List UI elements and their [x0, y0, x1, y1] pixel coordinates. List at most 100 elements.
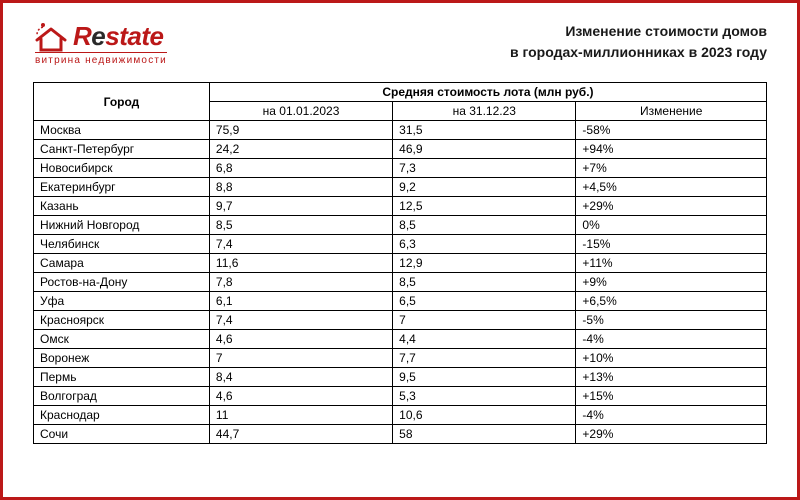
- page-title: Изменение стоимости домов в городах-милл…: [510, 21, 767, 63]
- cell-v1: 7,4: [209, 235, 392, 254]
- table-row: Краснодар1110,6-4%: [34, 406, 767, 425]
- table-row: Волгоград4,65,3+15%: [34, 387, 767, 406]
- cell-city: Омск: [34, 330, 210, 349]
- cell-v2: 31,5: [393, 121, 576, 140]
- cell-change: +29%: [576, 425, 767, 444]
- cell-v2: 46,9: [393, 140, 576, 159]
- cell-change: +10%: [576, 349, 767, 368]
- cell-v1: 6,8: [209, 159, 392, 178]
- cell-v1: 4,6: [209, 387, 392, 406]
- cell-change: -4%: [576, 406, 767, 425]
- cell-change: -5%: [576, 311, 767, 330]
- title-line-1: Изменение стоимости домов: [510, 21, 767, 42]
- cell-city: Красноярск: [34, 311, 210, 330]
- cell-change: +4,5%: [576, 178, 767, 197]
- cell-v2: 7,3: [393, 159, 576, 178]
- cell-v1: 7,4: [209, 311, 392, 330]
- cell-city: Санкт-Петербург: [34, 140, 210, 159]
- cell-city: Нижний Новгород: [34, 216, 210, 235]
- table-header-row-1: Город Средняя стоимость лота (млн руб.): [34, 83, 767, 102]
- header-change: Изменение: [576, 102, 767, 121]
- cell-v2: 12,5: [393, 197, 576, 216]
- logo-main: Restate: [33, 21, 167, 52]
- cell-v2: 7: [393, 311, 576, 330]
- cell-v2: 4,4: [393, 330, 576, 349]
- table-row: Ростов-на-Дону7,88,5+9%: [34, 273, 767, 292]
- cell-v2: 8,5: [393, 273, 576, 292]
- cell-v2: 8,5: [393, 216, 576, 235]
- cell-v2: 6,3: [393, 235, 576, 254]
- cell-v2: 6,5: [393, 292, 576, 311]
- header: Restate витрина недвижимости Изменение с…: [33, 21, 767, 66]
- table-row: Воронеж77,7+10%: [34, 349, 767, 368]
- header-date-end: на 31.12.23: [393, 102, 576, 121]
- cell-change: +11%: [576, 254, 767, 273]
- cell-city: Волгоград: [34, 387, 210, 406]
- table-row: Пермь8,49,5+13%: [34, 368, 767, 387]
- table-row: Санкт-Петербург24,246,9+94%: [34, 140, 767, 159]
- cell-v1: 8,5: [209, 216, 392, 235]
- table-row: Казань9,712,5+29%: [34, 197, 767, 216]
- cell-v1: 75,9: [209, 121, 392, 140]
- cell-city: Самара: [34, 254, 210, 273]
- cell-city: Пермь: [34, 368, 210, 387]
- cell-v1: 7: [209, 349, 392, 368]
- logo-block: Restate витрина недвижимости: [33, 21, 167, 66]
- cell-v1: 11: [209, 406, 392, 425]
- cell-v1: 7,8: [209, 273, 392, 292]
- cell-city: Сочи: [34, 425, 210, 444]
- cell-change: +6,5%: [576, 292, 767, 311]
- title-line-2: в городах-миллионниках в 2023 году: [510, 42, 767, 63]
- table-row: Самара11,612,9+11%: [34, 254, 767, 273]
- cell-city: Москва: [34, 121, 210, 140]
- cell-v2: 9,5: [393, 368, 576, 387]
- cell-v2: 12,9: [393, 254, 576, 273]
- cell-v1: 11,6: [209, 254, 392, 273]
- table-row: Нижний Новгород8,58,50%: [34, 216, 767, 235]
- cell-v2: 5,3: [393, 387, 576, 406]
- logo-tagline: витрина недвижимости: [35, 52, 167, 66]
- cell-v1: 4,6: [209, 330, 392, 349]
- cell-v2: 7,7: [393, 349, 576, 368]
- cell-city: Воронеж: [34, 349, 210, 368]
- cell-change: -15%: [576, 235, 767, 254]
- table-row: Сочи44,758+29%: [34, 425, 767, 444]
- table-row: Омск4,64,4-4%: [34, 330, 767, 349]
- cell-change: +9%: [576, 273, 767, 292]
- table-body: Москва75,931,5-58%Санкт-Петербург24,246,…: [34, 121, 767, 444]
- table-row: Челябинск7,46,3-15%: [34, 235, 767, 254]
- table-row: Уфа6,16,5+6,5%: [34, 292, 767, 311]
- header-date-start: на 01.01.2023: [209, 102, 392, 121]
- cell-change: +7%: [576, 159, 767, 178]
- cell-city: Ростов-на-Дону: [34, 273, 210, 292]
- header-city: Город: [34, 83, 210, 121]
- cell-v1: 8,4: [209, 368, 392, 387]
- cell-v1: 44,7: [209, 425, 392, 444]
- cell-city: Новосибирск: [34, 159, 210, 178]
- table-row: Екатеринбург8,89,2+4,5%: [34, 178, 767, 197]
- cell-change: +29%: [576, 197, 767, 216]
- table-row: Красноярск7,47-5%: [34, 311, 767, 330]
- cell-v1: 8,8: [209, 178, 392, 197]
- cell-city: Екатеринбург: [34, 178, 210, 197]
- cell-change: +13%: [576, 368, 767, 387]
- price-table: Город Средняя стоимость лота (млн руб.) …: [33, 82, 767, 444]
- cell-city: Краснодар: [34, 406, 210, 425]
- cell-v2: 58: [393, 425, 576, 444]
- cell-v1: 24,2: [209, 140, 392, 159]
- header-group: Средняя стоимость лота (млн руб.): [209, 83, 766, 102]
- cell-v1: 6,1: [209, 292, 392, 311]
- cell-city: Уфа: [34, 292, 210, 311]
- cell-v2: 9,2: [393, 178, 576, 197]
- cell-v2: 10,6: [393, 406, 576, 425]
- house-icon: [33, 22, 69, 52]
- cell-city: Челябинск: [34, 235, 210, 254]
- cell-change: +15%: [576, 387, 767, 406]
- cell-v1: 9,7: [209, 197, 392, 216]
- cell-city: Казань: [34, 197, 210, 216]
- cell-change: -58%: [576, 121, 767, 140]
- cell-change: -4%: [576, 330, 767, 349]
- logo-text: Restate: [73, 21, 163, 52]
- table-row: Москва75,931,5-58%: [34, 121, 767, 140]
- table-row: Новосибирск6,87,3+7%: [34, 159, 767, 178]
